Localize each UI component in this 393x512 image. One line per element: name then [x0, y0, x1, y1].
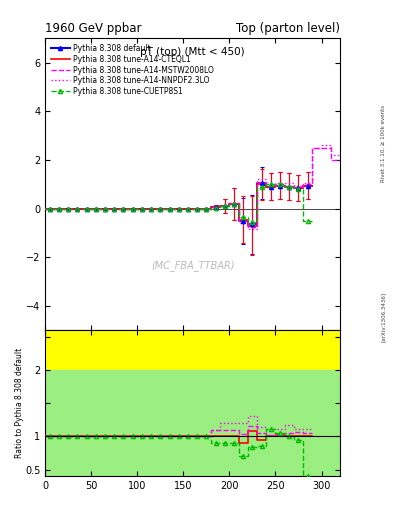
Text: Top (parton level): Top (parton level) [236, 22, 340, 35]
Text: pT (top) (Mtt < 450): pT (top) (Mtt < 450) [140, 47, 245, 57]
Y-axis label: Ratio to Pythia 8.308 default: Ratio to Pythia 8.308 default [15, 348, 24, 458]
Legend: Pythia 8.308 default, Pythia 8.308 tune-A14-CTEQL1, Pythia 8.308 tune-A14-MSTW20: Pythia 8.308 default, Pythia 8.308 tune-… [49, 42, 215, 98]
Text: [arXiv:1306.3436]: [arXiv:1306.3436] [381, 292, 386, 343]
Text: (MC_FBA_TTBAR): (MC_FBA_TTBAR) [151, 261, 234, 271]
Text: 1960 GeV ppbar: 1960 GeV ppbar [45, 22, 142, 35]
Text: Rivet 3.1.10, ≥ 100k events: Rivet 3.1.10, ≥ 100k events [381, 105, 386, 182]
